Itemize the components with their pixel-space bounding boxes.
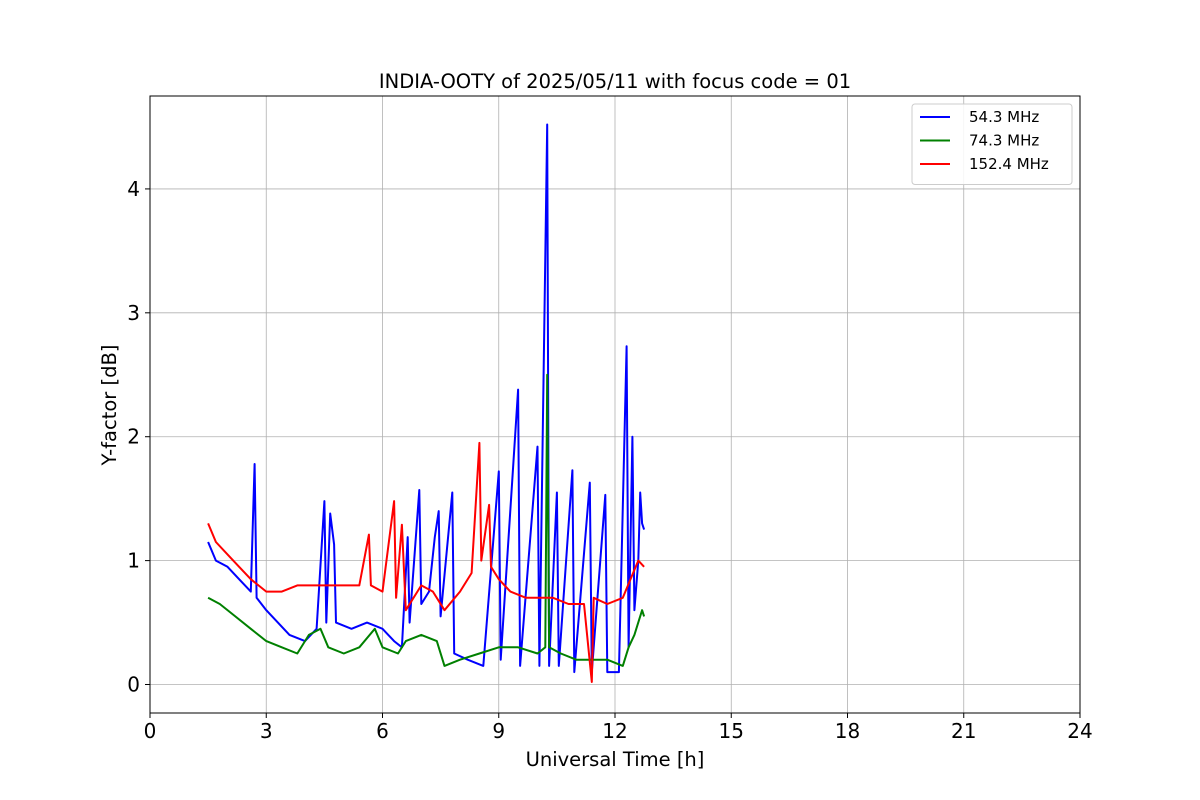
x-tick-label: 3 bbox=[260, 719, 273, 743]
y-tick-label: 3 bbox=[127, 301, 140, 325]
series-line-3 bbox=[207, 441, 645, 683]
series-line-2 bbox=[207, 373, 646, 667]
y-tick-label: 2 bbox=[127, 425, 140, 449]
y-tick-label: 1 bbox=[127, 549, 140, 573]
y-axis-label: Y-factor [dB] bbox=[98, 345, 121, 467]
x-tick-label: 6 bbox=[376, 719, 389, 743]
chart-title: INDIA-OOTY of 2025/05/11 with focus code… bbox=[379, 70, 851, 93]
x-tick-label: 21 bbox=[951, 719, 976, 743]
x-tick-label: 15 bbox=[719, 719, 744, 743]
legend-box bbox=[911, 103, 1073, 185]
x-tick-label: 18 bbox=[835, 719, 860, 743]
x-tick-label: 0 bbox=[144, 719, 157, 743]
y-tick-label: 0 bbox=[127, 673, 140, 697]
series-line-1 bbox=[207, 123, 646, 674]
plot-lines bbox=[207, 123, 646, 683]
legend: 54.3 MHz 74.3 MHz 152.4 MHz bbox=[911, 103, 1073, 185]
x-tick-label: 9 bbox=[492, 719, 505, 743]
legend-label-1: 54.3 MHz bbox=[969, 108, 1039, 126]
x-tick-label: 12 bbox=[602, 719, 627, 743]
x-axis-label: Universal Time [h] bbox=[526, 748, 705, 771]
legend-label-2: 74.3 MHz bbox=[969, 132, 1039, 150]
x-tick-label: 24 bbox=[1067, 719, 1092, 743]
y-tick-label: 4 bbox=[127, 177, 140, 201]
legend-label-3: 152.4 MHz bbox=[969, 155, 1049, 173]
